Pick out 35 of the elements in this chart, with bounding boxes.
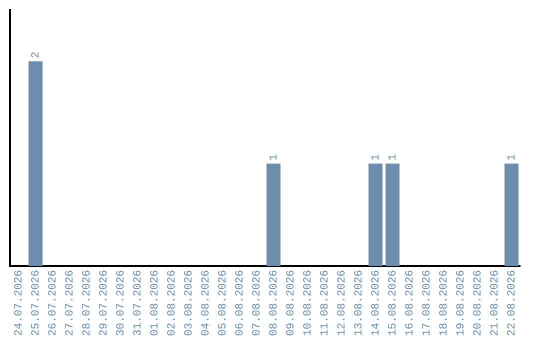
x-tick-label: 28.07.2026 (81, 270, 94, 336)
data-label: 2 (30, 52, 42, 58)
x-tick-label: 30.07.2026 (115, 270, 128, 336)
x-tick-label: 19.08.2026 (455, 270, 468, 336)
x-tick-label: 24.07.2026 (13, 270, 26, 336)
x-tick-label: 05.08.2026 (217, 270, 230, 336)
x-tick-label: 07.08.2026 (251, 270, 264, 336)
x-tick-label: 08.08.2026 (268, 270, 280, 336)
x-tick-label: 27.07.2026 (64, 270, 76, 336)
x-tick-label: 16.08.2026 (404, 270, 416, 336)
x-tick-label: 25.07.2026 (30, 270, 42, 336)
x-tick-label: 17.08.2026 (421, 270, 434, 336)
x-tick-label: 02.08.2026 (166, 270, 178, 336)
x-tick-label: 03.08.2026 (183, 270, 196, 336)
x-tick-label: 21.08.2026 (489, 270, 502, 336)
x-tick-label: 15.08.2026 (387, 270, 400, 336)
x-tick-label: 09.08.2026 (285, 270, 298, 336)
x-tick-label: 11.08.2026 (319, 270, 332, 336)
data-label: 1 (370, 154, 382, 161)
data-label: 1 (268, 154, 280, 161)
x-tick-label: 20.08.2026 (472, 270, 484, 336)
x-tick-label: 06.08.2026 (234, 270, 246, 336)
x-tick-label: 14.08.2026 (370, 270, 382, 336)
x-tick-label: 01.08.2026 (149, 270, 162, 336)
x-tick-label: 18.08.2026 (438, 270, 450, 336)
x-tick-label: 10.08.2026 (302, 270, 314, 336)
x-tick-label: 26.07.2026 (47, 270, 60, 336)
x-tick-label: 31.07.2026 (132, 270, 144, 336)
x-tick-label: 12.08.2026 (336, 270, 348, 336)
x-tick-label: 13.08.2026 (353, 270, 366, 336)
x-tick-label: 29.07.2026 (98, 270, 110, 336)
x-tick-label: 04.08.2026 (200, 270, 212, 336)
data-label: 1 (387, 154, 400, 161)
x-tick-label: 22.08.2026 (506, 270, 518, 336)
data-label: 1 (506, 154, 518, 161)
